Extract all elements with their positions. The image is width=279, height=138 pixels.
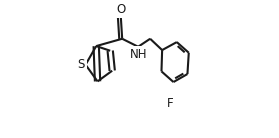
Text: F: F <box>167 97 174 110</box>
Text: S: S <box>78 58 85 71</box>
Text: O: O <box>116 3 126 16</box>
Text: NH: NH <box>129 48 147 61</box>
